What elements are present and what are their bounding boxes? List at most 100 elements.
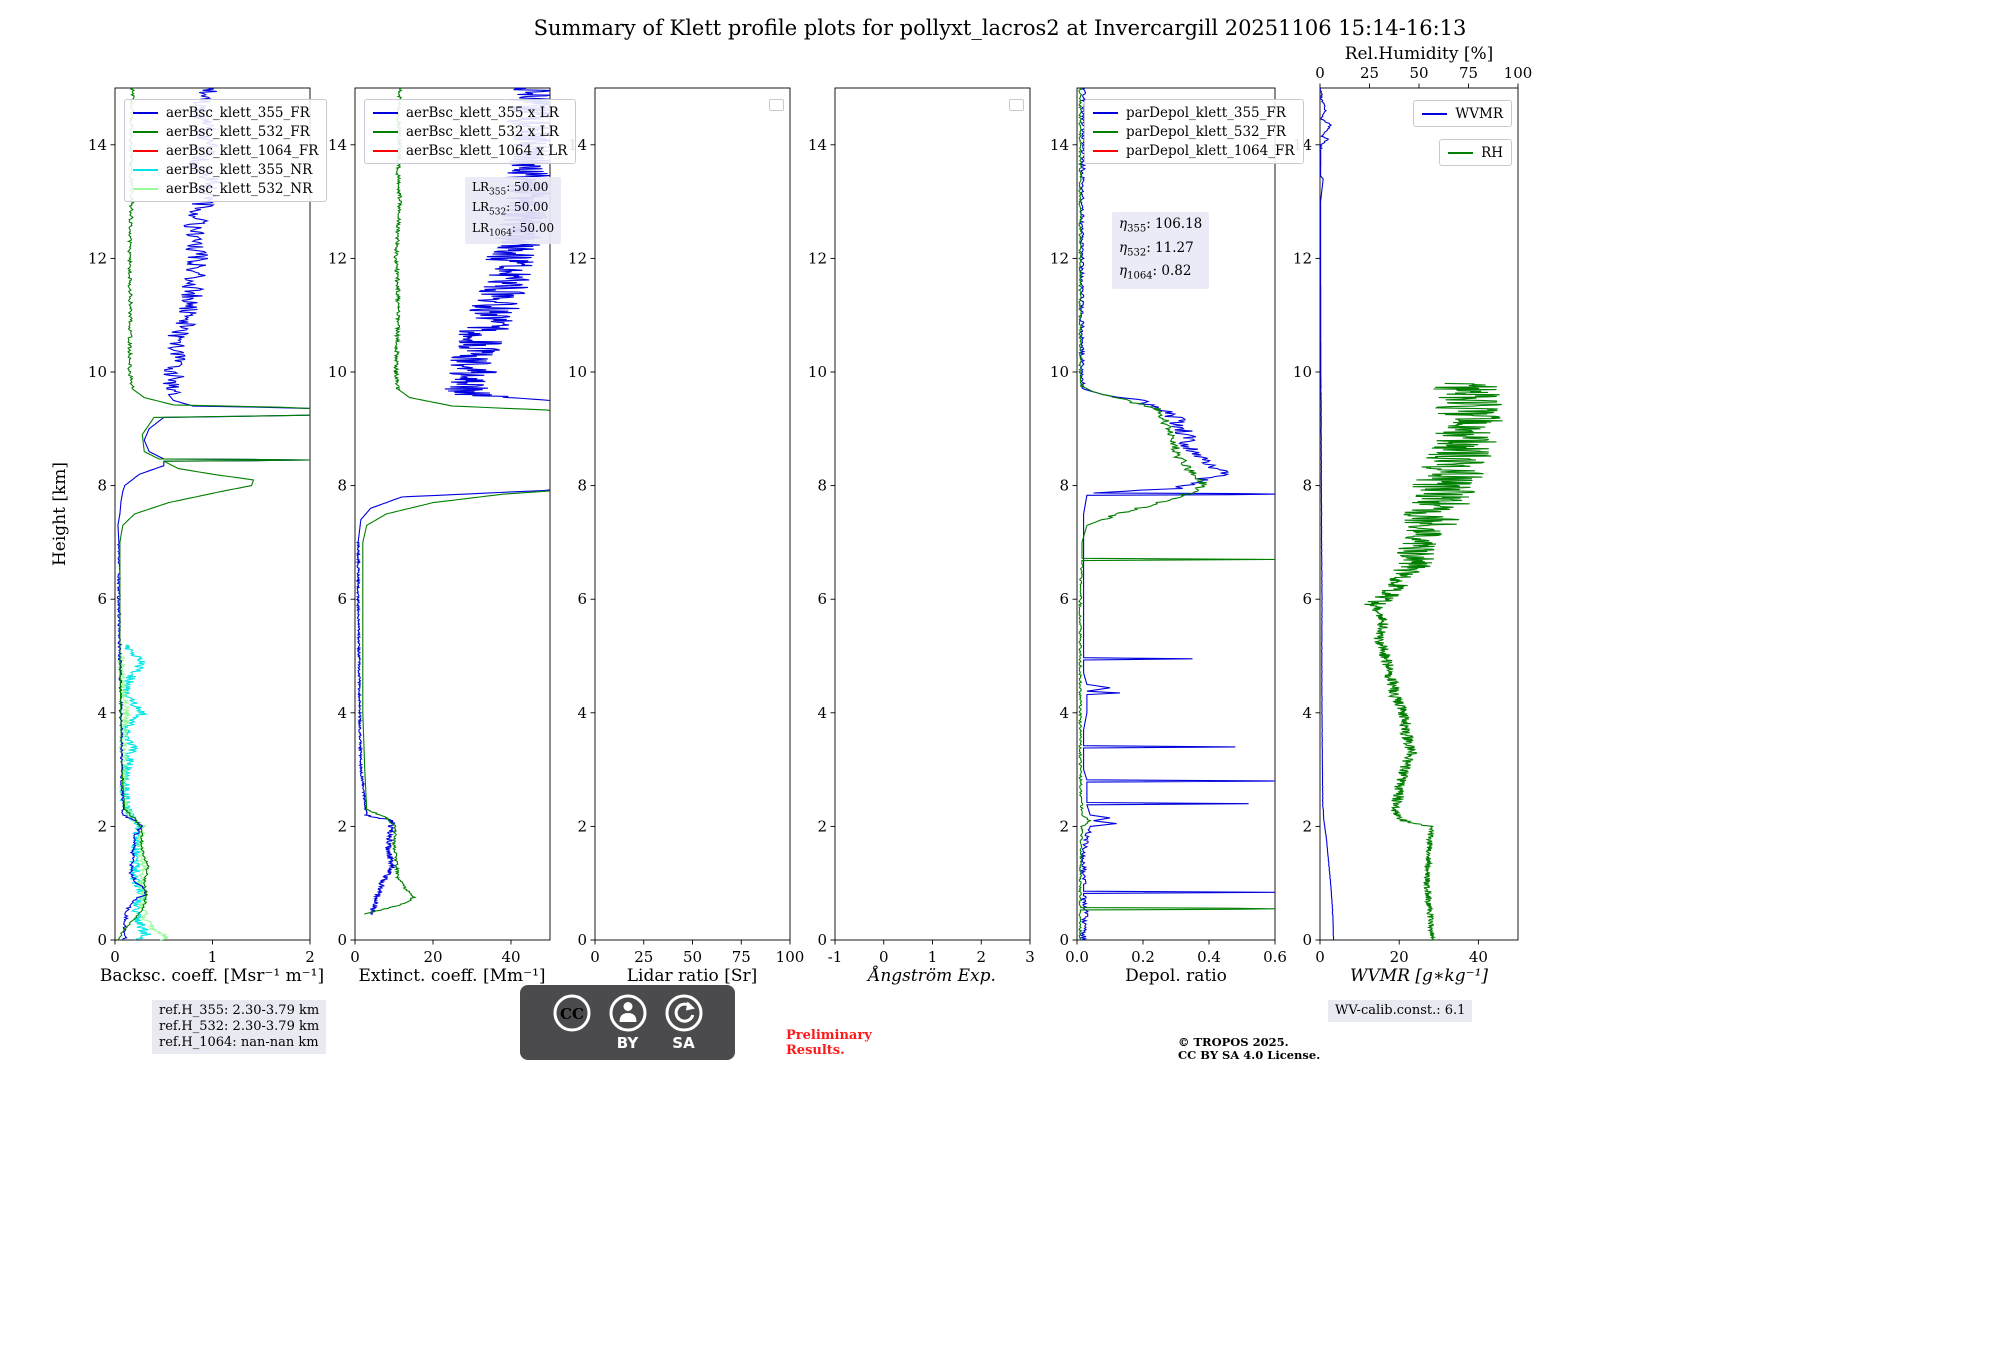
y-tick-label: 0: [1059, 931, 1069, 949]
ref-height-1064: ref.H_1064: nan-nan km: [159, 1035, 319, 1050]
y-tick-label: 0: [577, 931, 587, 949]
annotation-line: LR532: 50.00: [472, 200, 549, 218]
y-tick-label: 8: [1059, 477, 1069, 495]
top-x-tick-label: 75: [1459, 64, 1478, 82]
wv-calib-box: WV-calib.const.: 6.1: [1328, 1000, 1473, 1022]
x-tick-label: 3: [1025, 948, 1035, 966]
legend-label: aerBsc_klett_532_NR: [166, 180, 313, 197]
y-tick-label: 6: [1059, 590, 1069, 608]
ref-height-355: ref.H_355: 2.30-3.79 km: [159, 1003, 320, 1018]
x-tick-label: 0.0: [1065, 948, 1089, 966]
legend-line-swatch: [1448, 151, 1474, 154]
ref-height-532: ref.H_532: 2.30-3.79 km: [159, 1019, 320, 1034]
legend-entry: aerBsc_klett_1064_FR: [133, 141, 318, 160]
legend-entry: aerBsc_klett_532_NR: [133, 179, 318, 198]
y-tick-label: 4: [577, 704, 587, 722]
x-axis-label-wvmr: WVMR [g∗kg⁻¹]: [1349, 966, 1489, 986]
legend-line-swatch: [133, 149, 158, 152]
series-WVMR: [1319, 87, 1335, 940]
x-tick-label: 0: [350, 948, 360, 966]
series-aerBsc_klett_532_xLR: [362, 490, 551, 915]
legend-extinction: aerBsc_klett_355 x LR aerBsc_klett_532 x…: [364, 99, 577, 164]
x-tick-label: 1: [208, 948, 218, 966]
legend-wvmr: WVMR: [1413, 100, 1512, 127]
cc-by-sa-badge: CC BY SA: [520, 985, 735, 1060]
y-tick-label: 0: [817, 931, 827, 949]
x-tick-label: -1: [828, 948, 843, 966]
x-axis-label-depol: Depol. ratio: [1125, 966, 1227, 986]
y-tick-label: 10: [88, 363, 107, 381]
legend-line-swatch: [1093, 149, 1118, 152]
cc-by-person-icon: [609, 994, 646, 1032]
annotation-line: η355: 106.18: [1119, 216, 1203, 235]
x-tick-label: 0: [110, 948, 120, 966]
legend-label: aerBsc_klett_532_FR: [166, 123, 310, 140]
y-tick-label: 8: [817, 477, 827, 495]
y-tick-label: 2: [97, 817, 107, 835]
x-axis-label-extinction: Extinct. coeff. [Mm⁻¹]: [358, 966, 546, 986]
legend-label: RH: [1481, 144, 1503, 161]
reference-height-box: ref.H_355: 2.30-3.79 km ref.H_532: 2.30-…: [152, 1000, 327, 1054]
y-tick-label: 8: [1302, 477, 1312, 495]
y-tick-label: 14: [88, 136, 107, 154]
annotation-line: η1064: 0.82: [1119, 263, 1192, 283]
x-tick-label: 0.4: [1197, 948, 1221, 966]
legend-angstroem-empty: [1009, 99, 1024, 111]
y-tick-label: 4: [817, 704, 827, 722]
x-tick-label: 100: [776, 948, 805, 966]
y-tick-label: 6: [577, 590, 587, 608]
legend-entry: RH: [1448, 143, 1503, 162]
series-parDepol_klett_532_FR: [1077, 87, 1276, 941]
eta-annotation: η355: 106.18 η532: 11.27 η1064: 0.82: [1112, 212, 1210, 290]
cc-icon: CC: [553, 994, 590, 1032]
legend-entry: aerBsc_klett_532_FR: [133, 122, 318, 141]
x-axis-label-lidar-ratio: Lidar ratio [Sr]: [626, 966, 758, 986]
legend-entry: aerBsc_klett_1064 x LR: [373, 141, 567, 160]
cc-sa-column: SA: [664, 993, 704, 1052]
series-aerBsc_klett_355_xLR: [444, 122, 552, 402]
figure-title: Summary of Klett profile plots for polly…: [533, 16, 1467, 40]
x-tick-label: 75: [732, 948, 751, 966]
y-tick-label: 2: [817, 817, 827, 835]
x-tick-label: 0: [590, 948, 600, 966]
x-tick-label: 20: [423, 948, 442, 966]
legend-depol: parDepol_klett_355_FR parDepol_klett_532…: [1084, 99, 1304, 164]
legend-entry: parDepol_klett_532_FR: [1093, 122, 1295, 141]
legend-line-swatch: [133, 130, 158, 133]
x-tick-label: 0.2: [1131, 948, 1155, 966]
y-tick-label: 12: [88, 249, 107, 267]
y-tick-label: 0: [337, 931, 347, 949]
axes-frame-backscatter: [114, 87, 311, 941]
legend-line-swatch: [1093, 130, 1118, 133]
legend-line-swatch: [373, 130, 398, 133]
y-tick-label: 2: [1302, 817, 1312, 835]
top-x-tick-label: 0: [1315, 64, 1325, 82]
svg-text:CC: CC: [560, 1005, 584, 1023]
y-tick-label: 14: [1050, 136, 1069, 154]
top-x-tick-label: 100: [1504, 64, 1533, 82]
cc-logo-column: CC: [552, 993, 592, 1033]
legend-line-swatch: [1422, 112, 1448, 115]
legend-entry: parDepol_klett_355_FR: [1093, 103, 1295, 122]
y-tick-label: 6: [817, 590, 827, 608]
legend-label: parDepol_klett_532_FR: [1126, 123, 1286, 140]
cc-sa-label: SA: [672, 1034, 695, 1052]
x-axis-label-angstroem: Ångström Exp.: [868, 966, 996, 986]
series-aerBsc_klett_355_xLR: [355, 489, 551, 915]
legend-label: aerBsc_klett_532 x LR: [406, 123, 559, 140]
legend-label: parDepol_klett_355_FR: [1126, 104, 1286, 121]
legend-entry: aerBsc_klett_355 x LR: [373, 103, 567, 122]
y-tick-label: 10: [808, 363, 827, 381]
y-tick-label: 6: [337, 590, 347, 608]
top-x-tick-label: 25: [1360, 64, 1379, 82]
y-tick-label: 10: [328, 363, 347, 381]
legend-label: aerBsc_klett_355_FR: [166, 104, 310, 121]
y-axis-label: Height [km]: [50, 461, 70, 567]
x-tick-label: 40: [501, 948, 520, 966]
annotation-line: LR1064: 50.00: [472, 220, 555, 239]
y-tick-label: 12: [1293, 249, 1312, 267]
legend-label: aerBsc_klett_1064 x LR: [406, 142, 568, 159]
y-tick-label: 0: [1302, 931, 1312, 949]
